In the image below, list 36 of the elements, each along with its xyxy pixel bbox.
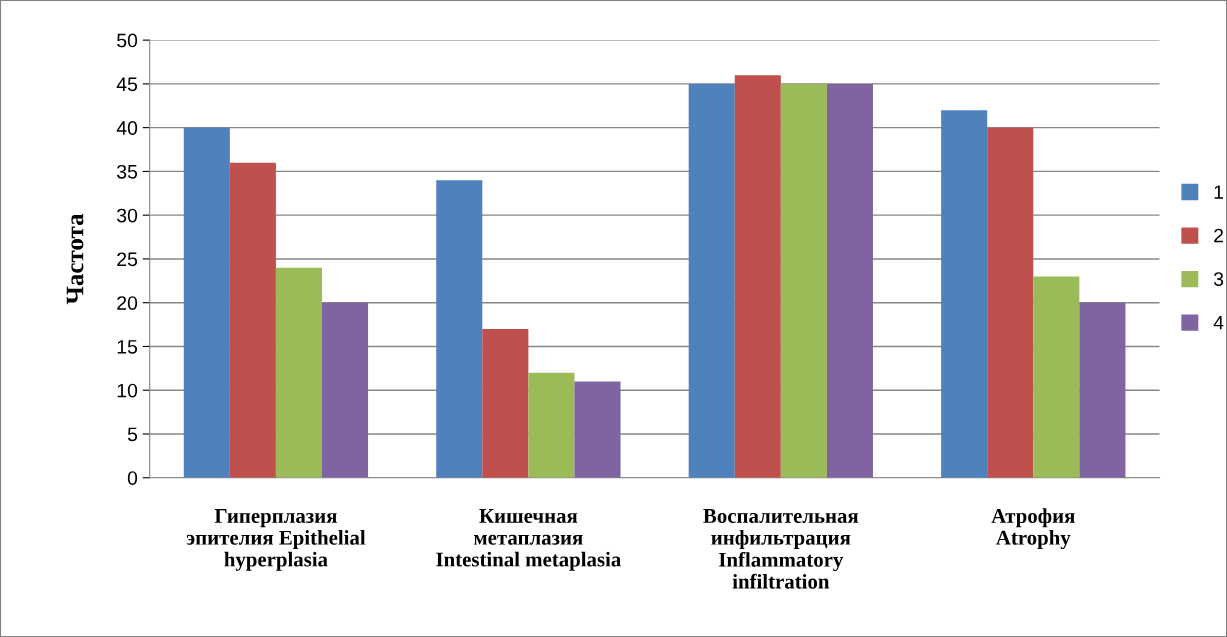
y-tick-label: 45: [116, 77, 138, 92]
legend-label: 3: [1213, 272, 1224, 286]
bar: [229, 162, 276, 478]
bar: [574, 381, 621, 478]
bar: [1079, 302, 1126, 478]
x-tick-label: Кишечная метаплазия Intestinal metaplasia: [436, 509, 621, 571]
y-tick-label: 50: [117, 33, 138, 48]
bar: [941, 110, 988, 478]
bar: [826, 83, 873, 478]
y-tick-label: 30: [117, 208, 138, 223]
y-tick-label: 25: [117, 252, 138, 267]
bar: [987, 127, 1034, 478]
y-tick-label: 20: [117, 296, 138, 310]
bar: [734, 75, 781, 478]
bar: [780, 83, 827, 478]
y-tick-label: 5: [127, 427, 138, 442]
y-tick-label: 0: [127, 471, 138, 485]
x-tick-label: Гиперплазия эпителия Epithelial hyperplasia: [186, 509, 366, 571]
legend-label: 2: [1214, 228, 1224, 243]
y-tick-label: 15: [117, 340, 138, 354]
bar: [275, 267, 322, 478]
bar: [528, 372, 575, 478]
y-tick-label: 10: [117, 383, 138, 398]
legend-label: 4: [1213, 315, 1224, 330]
x-tick-label: Воспалительная инфильтрация Inflammatory infiltration: [703, 509, 859, 589]
bar: [482, 328, 529, 478]
bar: [688, 83, 735, 478]
bar: [1033, 276, 1080, 478]
bar: [183, 127, 230, 478]
bar: [436, 180, 483, 478]
y-tick-label: 35: [117, 164, 138, 179]
x-tick-label: Атрофия Atrophy: [991, 508, 1075, 550]
y-axis-title: Частота: [66, 213, 84, 305]
legend-label: 1: [1214, 185, 1224, 199]
bar: [321, 302, 369, 478]
y-tick-label: 40: [116, 121, 138, 135]
